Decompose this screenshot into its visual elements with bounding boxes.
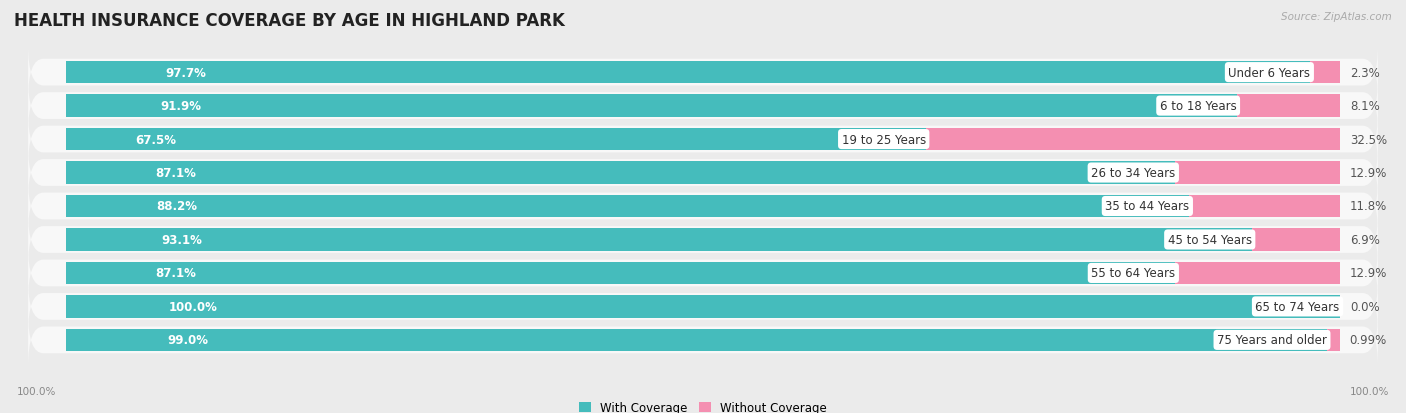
Bar <box>1251 228 1340 251</box>
Text: 87.1%: 87.1% <box>155 267 195 280</box>
Bar <box>66 295 1340 318</box>
Bar <box>66 228 1251 251</box>
Text: 6.9%: 6.9% <box>1350 233 1379 247</box>
Text: 75 Years and older: 75 Years and older <box>1218 334 1327 347</box>
Text: 0.0%: 0.0% <box>1350 300 1379 313</box>
Bar <box>66 195 1189 218</box>
Text: 0.99%: 0.99% <box>1350 334 1386 347</box>
Text: 6 to 18 Years: 6 to 18 Years <box>1160 100 1236 113</box>
Bar <box>1189 195 1340 218</box>
Text: HEALTH INSURANCE COVERAGE BY AGE IN HIGHLAND PARK: HEALTH INSURANCE COVERAGE BY AGE IN HIGH… <box>14 12 565 30</box>
Text: 87.1%: 87.1% <box>155 166 195 180</box>
Text: 93.1%: 93.1% <box>162 233 202 247</box>
Bar <box>1236 95 1340 118</box>
Bar <box>66 329 1327 351</box>
Text: 67.5%: 67.5% <box>135 133 176 146</box>
Text: 99.0%: 99.0% <box>167 334 208 347</box>
Text: 32.5%: 32.5% <box>1350 133 1386 146</box>
Bar <box>66 262 1175 285</box>
Bar <box>1175 262 1340 285</box>
Text: Under 6 Years: Under 6 Years <box>1229 66 1310 79</box>
Text: 100.0%: 100.0% <box>169 300 217 313</box>
Bar <box>1175 162 1340 185</box>
Bar <box>66 95 1236 118</box>
Text: 2.3%: 2.3% <box>1350 66 1379 79</box>
Text: 100.0%: 100.0% <box>1350 387 1389 396</box>
FancyBboxPatch shape <box>28 146 1378 200</box>
Text: Source: ZipAtlas.com: Source: ZipAtlas.com <box>1281 12 1392 22</box>
Text: 88.2%: 88.2% <box>156 200 197 213</box>
Text: 35 to 44 Years: 35 to 44 Years <box>1105 200 1189 213</box>
FancyBboxPatch shape <box>28 46 1378 100</box>
Text: 8.1%: 8.1% <box>1350 100 1379 113</box>
Text: 12.9%: 12.9% <box>1350 166 1388 180</box>
Text: 19 to 25 Years: 19 to 25 Years <box>842 133 925 146</box>
Text: 45 to 54 Years: 45 to 54 Years <box>1168 233 1251 247</box>
Bar <box>1310 62 1340 84</box>
FancyBboxPatch shape <box>28 313 1378 367</box>
FancyBboxPatch shape <box>28 80 1378 133</box>
Bar <box>66 128 925 151</box>
Bar <box>1327 329 1340 351</box>
Text: 91.9%: 91.9% <box>160 100 201 113</box>
Text: 100.0%: 100.0% <box>17 387 56 396</box>
Text: 97.7%: 97.7% <box>166 66 207 79</box>
Bar <box>66 62 1310 84</box>
Text: 65 to 74 Years: 65 to 74 Years <box>1256 300 1340 313</box>
Legend: With Coverage, Without Coverage: With Coverage, Without Coverage <box>579 401 827 413</box>
Text: 11.8%: 11.8% <box>1350 200 1388 213</box>
FancyBboxPatch shape <box>28 247 1378 300</box>
Text: 12.9%: 12.9% <box>1350 267 1388 280</box>
Text: 26 to 34 Years: 26 to 34 Years <box>1091 166 1175 180</box>
FancyBboxPatch shape <box>28 213 1378 267</box>
Bar <box>925 128 1340 151</box>
FancyBboxPatch shape <box>28 113 1378 166</box>
Bar <box>66 162 1175 185</box>
Text: 55 to 64 Years: 55 to 64 Years <box>1091 267 1175 280</box>
FancyBboxPatch shape <box>28 280 1378 333</box>
FancyBboxPatch shape <box>28 180 1378 233</box>
